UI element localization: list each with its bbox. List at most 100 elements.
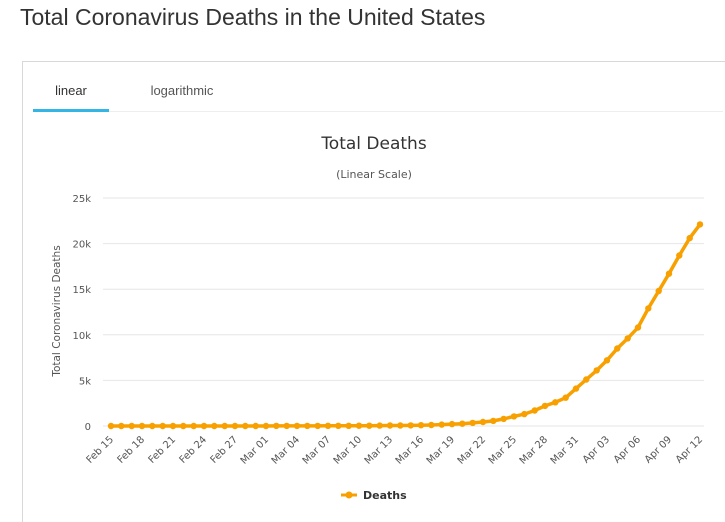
data-point[interactable]: [221, 422, 228, 430]
tab-logarithmic[interactable]: logarithmic: [150, 83, 214, 98]
data-point[interactable]: [180, 422, 187, 430]
y-tick-label: 5k: [79, 376, 91, 387]
y-axis-label: Total Coronavirus Deaths: [51, 245, 63, 377]
tab-linear[interactable]: linear: [55, 83, 87, 98]
data-point[interactable]: [200, 422, 208, 430]
data-point[interactable]: [138, 422, 146, 430]
data-point[interactable]: [593, 367, 600, 374]
x-tick-label: Mar 07: [301, 434, 333, 466]
data-point[interactable]: [686, 234, 693, 242]
data-point[interactable]: [479, 418, 487, 426]
x-tick-label: Mar 25: [487, 434, 519, 466]
x-tick-label: Feb 21: [147, 434, 179, 466]
y-tick-labels: 0 5k 10k 15k 20k 25k: [72, 194, 91, 433]
y-tick-label: 0: [85, 422, 91, 433]
data-point[interactable]: [262, 422, 270, 430]
data-point[interactable]: [448, 420, 456, 428]
y-tick-label: 20k: [72, 240, 91, 251]
data-point[interactable]: [283, 422, 290, 430]
legend-symbol-marker: [345, 491, 353, 499]
x-tick-label: Feb 24: [178, 434, 210, 466]
x-tick-label: Apr 12: [674, 434, 705, 465]
deaths-chart: Total Deaths (Linear Scale) Total Corona…: [51, 134, 706, 502]
x-tick-label: Apr 09: [643, 434, 674, 465]
data-point[interactable]: [159, 422, 166, 430]
data-point[interactable]: [645, 305, 652, 312]
data-point[interactable]: [252, 422, 259, 430]
data-point[interactable]: [314, 422, 321, 430]
data-point[interactable]: [634, 324, 642, 331]
data-point[interactable]: [366, 422, 373, 429]
data-point[interactable]: [386, 422, 394, 429]
data-point[interactable]: [603, 357, 611, 364]
data-point[interactable]: [665, 270, 673, 277]
x-tick-label: Mar 31: [549, 434, 581, 466]
data-point[interactable]: [190, 422, 197, 430]
y-tick-label: 10k: [72, 331, 91, 342]
x-tick-label: Mar 19: [425, 434, 457, 466]
series-deaths: [107, 221, 704, 430]
data-point[interactable]: [469, 419, 476, 427]
x-tick-label: Feb 15: [85, 434, 117, 466]
x-tick-label: Feb 18: [116, 434, 148, 466]
x-tick-label: Mar 16: [394, 434, 426, 466]
x-tick-label: Apr 03: [581, 434, 612, 465]
data-point[interactable]: [304, 422, 311, 430]
data-point[interactable]: [417, 422, 425, 429]
data-point[interactable]: [572, 385, 580, 392]
data-point[interactable]: [293, 422, 301, 430]
data-point[interactable]: [242, 422, 249, 430]
data-point[interactable]: [500, 415, 507, 423]
data-point[interactable]: [490, 417, 497, 425]
data-point[interactable]: [552, 399, 559, 406]
data-point[interactable]: [428, 421, 435, 429]
page-title: Total Coronavirus Deaths in the United S…: [20, 4, 486, 30]
data-point[interactable]: [676, 252, 683, 259]
data-point[interactable]: [355, 422, 363, 429]
x-tick-label: Mar 04: [270, 434, 302, 466]
data-point[interactable]: [583, 376, 590, 383]
data-point[interactable]: [614, 345, 621, 352]
scale-tabs: linear logarithmic: [33, 62, 723, 112]
data-point[interactable]: [273, 422, 280, 430]
data-point[interactable]: [459, 420, 466, 427]
data-point[interactable]: [128, 422, 135, 430]
chart-panel: linear logarithmic Total Deaths (Linear …: [22, 61, 725, 522]
x-tick-label: Mar 01: [239, 434, 271, 466]
legend[interactable]: Deaths: [341, 489, 407, 502]
data-point[interactable]: [531, 407, 538, 414]
data-point[interactable]: [624, 335, 631, 342]
grid-lines: [103, 197, 704, 427]
data-point[interactable]: [211, 422, 218, 430]
active-tab-indicator: [33, 109, 109, 112]
data-point[interactable]: [118, 422, 125, 430]
data-point[interactable]: [324, 422, 332, 429]
data-point[interactable]: [696, 221, 704, 228]
data-point[interactable]: [510, 413, 518, 420]
legend-label-deaths: Deaths: [363, 489, 407, 502]
chart-subtitle: (Linear Scale): [336, 168, 412, 181]
data-point[interactable]: [335, 422, 342, 429]
y-tick-label: 15k: [72, 285, 91, 296]
data-point[interactable]: [169, 422, 177, 430]
series-line-deaths: [111, 223, 702, 428]
x-tick-label: Feb 27: [209, 434, 241, 466]
data-point[interactable]: [521, 410, 528, 418]
data-point[interactable]: [376, 422, 383, 429]
x-tick-label: Mar 22: [456, 434, 488, 466]
x-tick-label: Apr 06: [612, 434, 643, 465]
chart-title: Total Deaths: [320, 134, 427, 154]
y-tick-label: 25k: [72, 194, 91, 205]
x-tick-label: Mar 28: [518, 434, 550, 466]
data-point[interactable]: [655, 287, 662, 295]
data-point[interactable]: [345, 422, 352, 429]
data-point[interactable]: [231, 422, 239, 430]
data-point[interactable]: [438, 421, 445, 428]
data-point[interactable]: [107, 422, 115, 430]
data-point[interactable]: [149, 422, 156, 430]
data-point[interactable]: [407, 422, 414, 429]
data-point[interactable]: [562, 394, 569, 401]
data-point[interactable]: [397, 422, 404, 429]
data-point[interactable]: [541, 402, 549, 410]
